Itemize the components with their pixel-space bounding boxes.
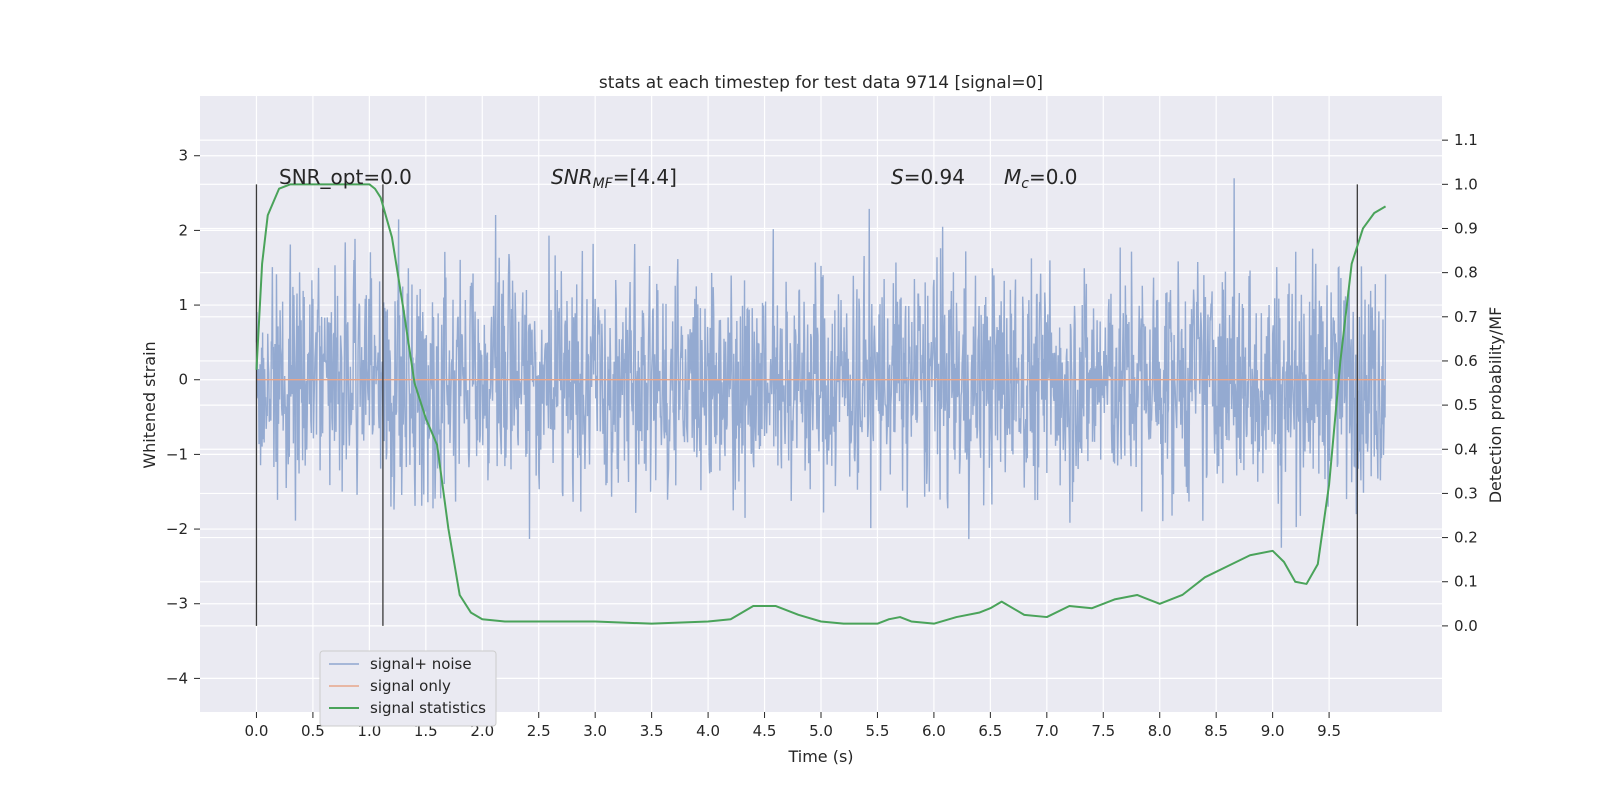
vertical-markers bbox=[255, 184, 1358, 626]
y-tick-label: −4 bbox=[166, 669, 188, 687]
y-tick-label: 1 bbox=[178, 296, 188, 314]
legend-label-signal-noise: signal+ noise bbox=[370, 655, 472, 673]
x-tick-label: 5.5 bbox=[866, 722, 890, 740]
x-tick-label: 3.0 bbox=[583, 722, 607, 740]
y-tick-label: −3 bbox=[166, 595, 188, 613]
x-tick-label: 7.0 bbox=[1035, 722, 1059, 740]
annotation-s: S=0.94 bbox=[891, 165, 965, 189]
x-tick-label: 9.0 bbox=[1261, 722, 1285, 740]
y2-tick-label: 0.7 bbox=[1454, 308, 1478, 326]
legend-label-signal-statistics: signal statistics bbox=[370, 699, 486, 717]
x-tick-label: 3.5 bbox=[640, 722, 664, 740]
x-tick-label: 0.5 bbox=[301, 722, 325, 740]
x-tick-label: 9.5 bbox=[1317, 722, 1341, 740]
x-tick-label: 8.0 bbox=[1148, 722, 1172, 740]
s-value: =0.94 bbox=[904, 165, 965, 189]
x-tick-label: 8.5 bbox=[1204, 722, 1228, 740]
x-axis-label: Time (s) bbox=[787, 747, 853, 766]
y2-tick-label: 0.3 bbox=[1454, 484, 1478, 502]
snr-mf-base: SNR bbox=[551, 165, 593, 189]
annotation-snr-mf: SNRMF=[4.4] bbox=[551, 165, 677, 192]
y2-tick-label: 0.9 bbox=[1454, 219, 1478, 237]
x-tick-label: 5.0 bbox=[809, 722, 833, 740]
y2-axis-ticks: 1.1 1.0 0.9 0.8 0.7 0.6 0.5 0.4 0.3 0.2 0.1 0.0 bbox=[1442, 131, 1478, 635]
y2-tick-label: 1.1 bbox=[1454, 131, 1478, 149]
y2-tick-label: 0.6 bbox=[1454, 352, 1478, 370]
y2-axis-label: Detection probability/MF bbox=[1486, 307, 1505, 504]
signal-noise-series bbox=[255, 178, 1387, 548]
signal-statistics-series bbox=[255, 183, 1387, 625]
mc-sub: c bbox=[1021, 176, 1029, 192]
y2-tick-label: 0.5 bbox=[1454, 396, 1478, 414]
y2-tick-label: 1.0 bbox=[1454, 175, 1478, 193]
x-tick-label: 2.5 bbox=[527, 722, 551, 740]
x-tick-label: 7.5 bbox=[1091, 722, 1115, 740]
annotation-mc: Mc=0.0 bbox=[1004, 165, 1078, 192]
x-tick-label: 6.0 bbox=[922, 722, 946, 740]
y2-tick-label: 0.1 bbox=[1454, 573, 1478, 591]
x-tick-label: 0.0 bbox=[245, 722, 269, 740]
y-tick-label: 2 bbox=[178, 221, 188, 239]
mc-value: =0.0 bbox=[1029, 165, 1078, 189]
x-tick-label: 6.5 bbox=[978, 722, 1002, 740]
s-label: S bbox=[891, 165, 904, 189]
mc-base: M bbox=[1004, 165, 1021, 189]
y-tick-label: 3 bbox=[178, 147, 188, 165]
y-tick-label: 0 bbox=[178, 371, 188, 389]
y2-tick-label: 0.4 bbox=[1454, 440, 1478, 458]
x-tick-label: 4.0 bbox=[696, 722, 720, 740]
series-line-signal-noise bbox=[255, 178, 1387, 548]
legend-label-signal-only: signal only bbox=[370, 677, 451, 695]
x-tick-label: 4.5 bbox=[753, 722, 777, 740]
snr-mf-value: =[4.4] bbox=[613, 165, 677, 189]
y2-tick-label: 0.8 bbox=[1454, 264, 1478, 282]
y2-tick-label: 0.2 bbox=[1454, 529, 1478, 547]
annotation-snr-opt: SNR_opt=0.0 bbox=[279, 165, 412, 189]
y-tick-label: −1 bbox=[166, 445, 188, 463]
series-line-signal-statistics bbox=[255, 183, 1387, 625]
legend-box bbox=[319, 650, 497, 727]
y-axis-ticks: 3 2 1 0 −1 −2 −3 −4 bbox=[166, 147, 200, 687]
legend: signal+ noise signal only signal statist… bbox=[319, 650, 497, 727]
y-tick-label: −2 bbox=[166, 520, 188, 538]
snr-mf-sub: MF bbox=[593, 176, 614, 192]
y2-tick-label: 0.0 bbox=[1454, 617, 1478, 635]
chart-title: stats at each timestep for test data 971… bbox=[599, 73, 1043, 93]
y-axis-label: Whitened strain bbox=[140, 341, 159, 468]
